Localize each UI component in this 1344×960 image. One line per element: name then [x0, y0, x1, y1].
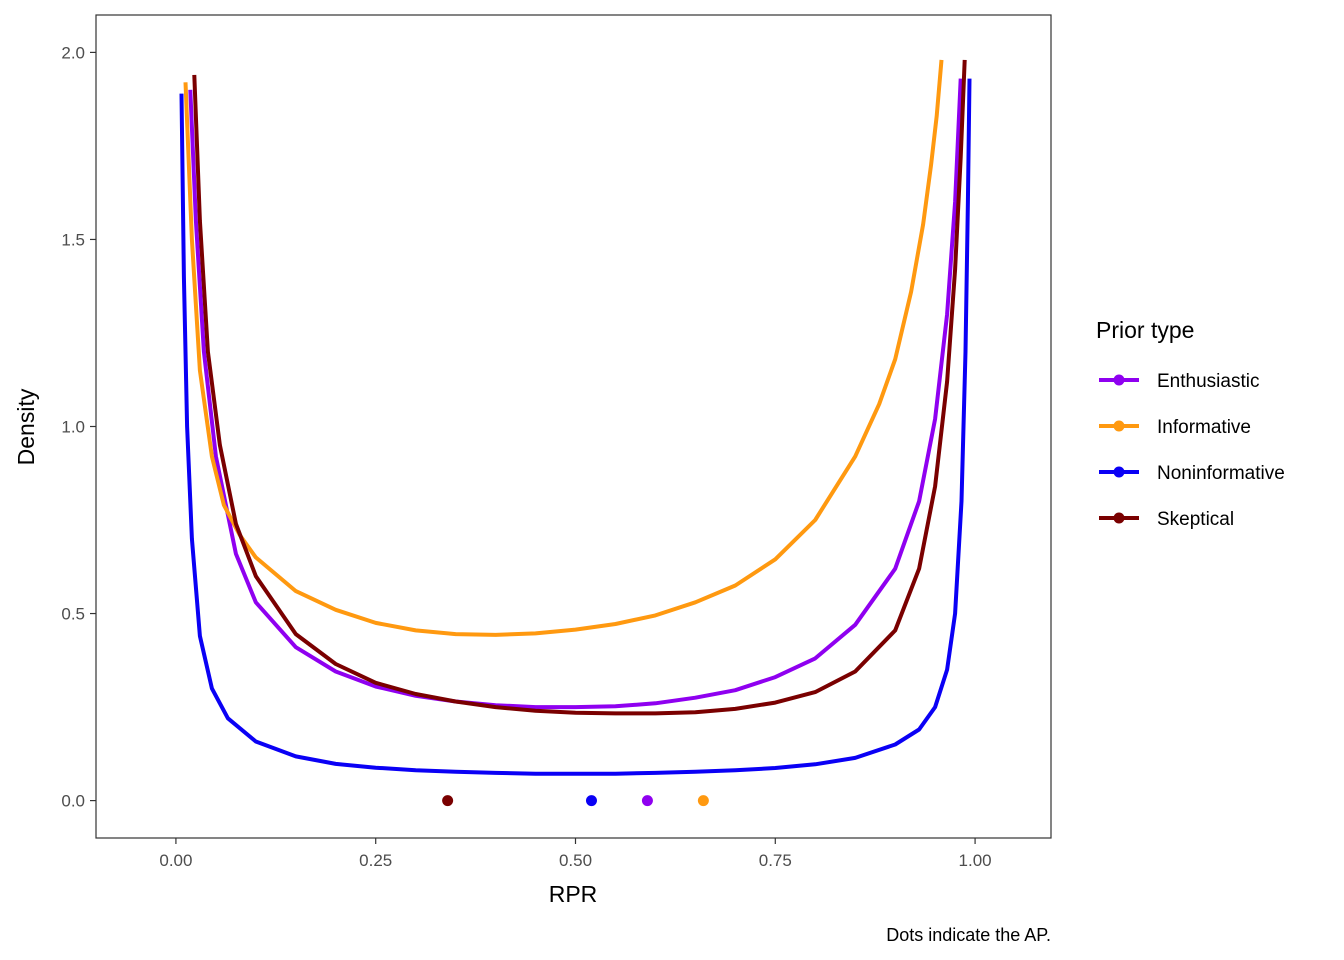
y-tick-label: 1.5 [61, 230, 85, 249]
legend-key-dot [1113, 512, 1125, 524]
series-line-enthusiastic [188, 78, 963, 710]
ap-point-skeptical [442, 795, 454, 807]
y-axis: 0.0 0.5 1.0 1.5 2.0 [61, 43, 96, 811]
y-tick-label: 2.0 [61, 43, 85, 62]
ap-points-layer [442, 795, 709, 807]
legend-item-informative: Informative [1099, 417, 1251, 438]
series-layer [179, 59, 972, 776]
y-tick-label: 1.0 [61, 418, 85, 437]
x-axis: 0.00 0.25 0.50 0.75 1.00 [159, 838, 992, 870]
ap-point-noninformative [585, 795, 597, 807]
y-axis-title: Density [13, 388, 39, 465]
legend-key-dot [1113, 374, 1125, 386]
x-tick-label: 0.25 [359, 851, 392, 870]
ap-point-enthusiastic [641, 795, 653, 807]
x-tick-label: 0.75 [759, 851, 792, 870]
plot-background [96, 15, 1051, 838]
ap-point-informative [697, 795, 709, 807]
x-tick-label: 0.00 [159, 851, 192, 870]
legend-label: Noninformative [1157, 463, 1285, 484]
chart-caption: Dots indicate the AP. [886, 925, 1051, 945]
legend-item-noninformative: Noninformative [1099, 463, 1285, 484]
legend-title: Prior type [1096, 317, 1194, 343]
x-tick-label: 0.50 [559, 851, 592, 870]
series-line-skeptical [192, 59, 967, 716]
legend-label: Informative [1157, 417, 1251, 438]
legend-item-enthusiastic: Enthusiastic [1099, 371, 1259, 392]
plot-panel [96, 15, 1051, 838]
series-line-noninformative [179, 78, 972, 776]
y-tick-label: 0.5 [61, 605, 85, 624]
x-tick-label: 1.00 [959, 851, 992, 870]
legend-key-dot [1113, 420, 1125, 432]
x-axis-title: RPR [549, 881, 598, 907]
legend-item-skeptical: Skeptical [1099, 509, 1234, 530]
legend-items: Enthusiastic Informative Noninformative Ske… [1099, 371, 1285, 530]
legend-label: Skeptical [1157, 509, 1234, 530]
legend-key-dot [1113, 466, 1125, 478]
y-tick-label: 0.0 [61, 792, 85, 811]
legend-label: Enthusiastic [1157, 371, 1259, 392]
legend: Prior type Enthusiastic Informative Noninf… [1096, 317, 1285, 530]
